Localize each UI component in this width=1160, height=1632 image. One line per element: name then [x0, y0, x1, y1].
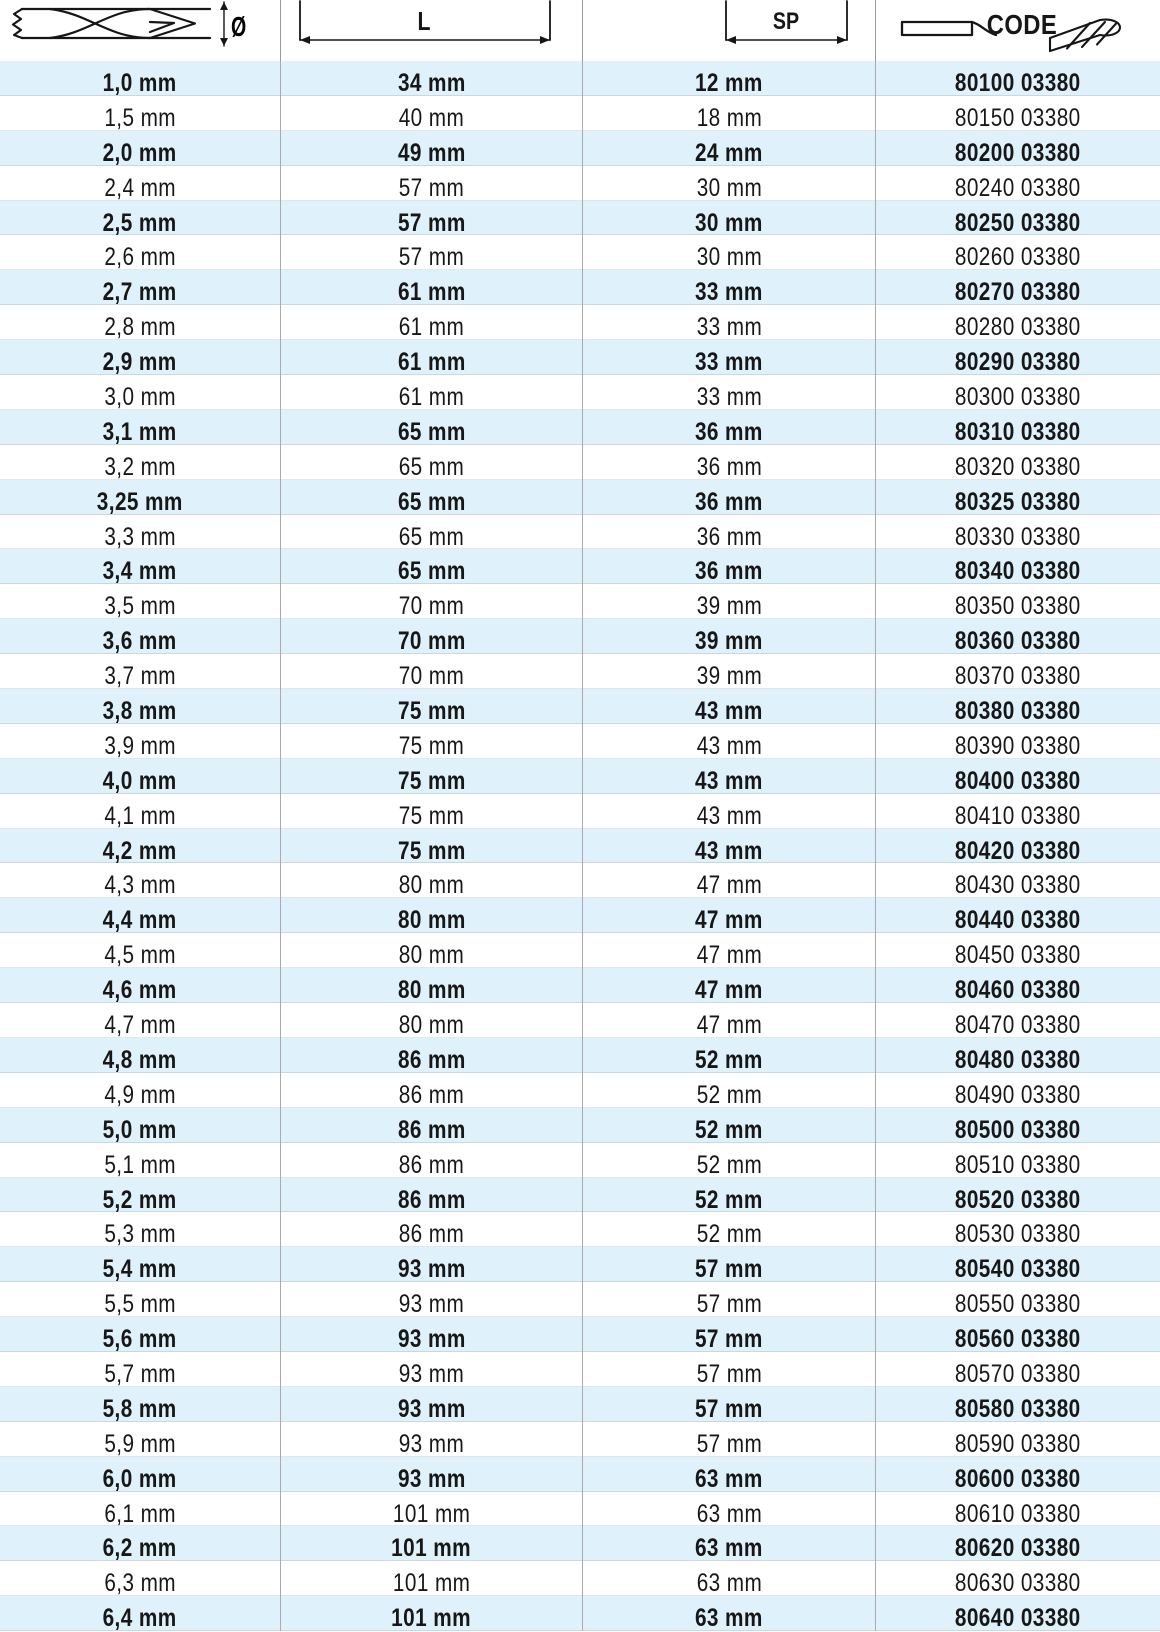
svg-text:CODE: CODE	[987, 8, 1057, 40]
svg-text:L: L	[417, 7, 430, 37]
svg-text:SP: SP	[773, 7, 799, 34]
